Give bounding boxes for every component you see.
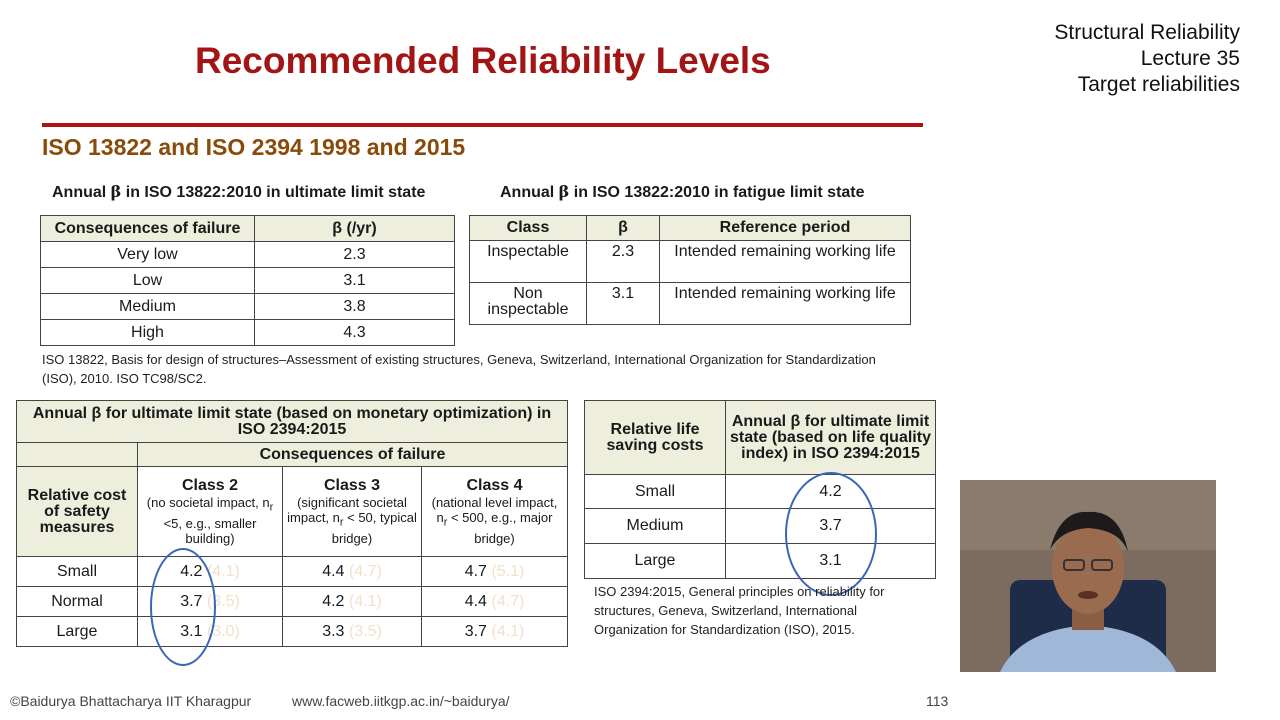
table-row: Small 4.2	[584, 474, 936, 509]
lecture-info: Structural Reliability Lecture 35 Target…	[1054, 20, 1240, 98]
table-row: Very low 2.3	[40, 241, 455, 268]
table3-header: Annual β for ultimate limit state (based…	[16, 400, 568, 443]
table-row: Large 3.1 (3.0) 3.3 (3.5) 3.7 (4.1)	[16, 616, 568, 647]
table1-cell: 3.8	[254, 293, 455, 320]
table2-cell: 3.1	[586, 282, 660, 325]
table1-header-beta: β (/yr)	[254, 215, 455, 242]
table1-caption-pre: Annual	[52, 184, 107, 201]
table4-header-beta: Annual β for ultimate limit state (based…	[725, 400, 936, 475]
reference-iso13822: ISO 13822, Basis for design of structure…	[42, 352, 876, 386]
table-row: Large 3.1	[584, 543, 936, 579]
title-divider	[42, 123, 923, 127]
table3-label: Large	[16, 616, 138, 647]
table2-header-class: Class	[469, 215, 587, 241]
table2-cell: Intended remaining working life	[659, 282, 911, 325]
table-row: High 4.3	[40, 319, 455, 346]
course-name: Structural Reliability	[1054, 21, 1240, 44]
table3-cell: 3.7 (3.5)	[137, 586, 283, 617]
table-life-quality-index: Relative life saving costs Annual β for …	[584, 400, 936, 579]
table1-cell: Very low	[40, 241, 255, 268]
lecture-number: Lecture 35	[1140, 47, 1240, 70]
table1-header-consequences: Consequences of failure	[40, 215, 255, 242]
table-ultimate-limit-state: Consequences of failure β (/yr) Very low…	[40, 215, 455, 346]
table-row: Small 4.2 (4.1) 4.4 (4.7) 4.7 (5.1)	[16, 556, 568, 587]
table1-cell: 2.3	[254, 241, 455, 268]
table3-blank	[16, 442, 138, 467]
footer-copyright: ©Baidurya Bhattacharya IIT Kharagpur	[10, 693, 252, 709]
section-subtitle: ISO 13822 and ISO 2394 1998 and 2015	[42, 134, 466, 160]
table3-label: Small	[16, 556, 138, 587]
table3-class-3: Class 3 (significant societal impact, nr…	[282, 466, 422, 557]
table-fatigue-limit-state: Class β Reference period Inspectable 2.3…	[469, 215, 911, 325]
table2-header-period: Reference period	[659, 215, 911, 241]
class-desc: (significant societal impact, nr < 50, t…	[287, 495, 417, 546]
table3-cell: 4.4 (4.7)	[421, 586, 568, 617]
table2-caption: Annual β in ISO 13822:2010 in fatigue li…	[500, 182, 865, 202]
class-name: Class 2	[181, 477, 239, 495]
table2-cell: Intended remaining working life	[659, 240, 911, 283]
table-monetary-optimization: Annual β for ultimate limit state (based…	[16, 400, 568, 647]
table4-cell: Large	[584, 543, 726, 579]
table1-cell: 4.3	[254, 319, 455, 346]
class-name: Class 4	[466, 477, 523, 495]
table3-cell: 4.4 (4.7)	[282, 556, 422, 587]
table2-caption-pre: Annual	[500, 184, 555, 201]
table4-cell: Small	[584, 474, 726, 509]
table-row: Inspectable 2.3 Intended remaining worki…	[469, 240, 911, 283]
beta-symbol: β	[110, 182, 122, 201]
table4-cell: Medium	[584, 508, 726, 544]
table2-cell: Non inspectable	[469, 282, 587, 325]
slide-title: Recommended Reliability Levels	[195, 40, 771, 81]
table3-cell: 3.3 (3.5)	[282, 616, 422, 647]
table1-cell: Low	[40, 267, 255, 294]
footer-url[interactable]: www.facweb.iitkgp.ac.in/~baidurya/	[292, 693, 510, 709]
table-row: Non inspectable 3.1 Intended remaining w…	[469, 282, 911, 325]
table1-cell: 3.1	[254, 267, 455, 294]
table1-caption: Annual β in ISO 13822:2010 in ultimate l…	[52, 182, 425, 202]
table2-cell: 2.3	[586, 240, 660, 283]
table3-consequences: Consequences of failure	[137, 442, 568, 467]
table3-class-2: Class 2 (no societal impact, nr <5, e.g.…	[137, 466, 283, 557]
table1-cell: Medium	[40, 293, 255, 320]
table3-cell: 3.7 (4.1)	[421, 616, 568, 647]
table2-header-beta: β	[586, 215, 660, 241]
table3-cell: 4.7 (5.1)	[421, 556, 568, 587]
class-desc: (no societal impact, nr <5, e.g., smalle…	[146, 495, 274, 546]
table-row: Normal 3.7 (3.5) 4.2 (4.1) 4.4 (4.7)	[16, 586, 568, 617]
table2-caption-post: in ISO 13822:2010 in fatigue limit state	[573, 184, 865, 201]
page-number: 113	[926, 693, 949, 709]
table-row: Medium 3.8	[40, 293, 455, 320]
table4-header-cost: Relative life saving costs	[584, 400, 726, 475]
table3-cell: 3.1 (3.0)	[137, 616, 283, 647]
beta-symbol: β	[558, 182, 570, 201]
table1-cell: High	[40, 319, 255, 346]
table4-cell: 4.2	[725, 474, 936, 509]
table3-class-4: Class 4 (national level impact, nr < 500…	[421, 466, 568, 557]
table1-caption-post: in ISO 13822:2010 in ultimate limit stat…	[125, 184, 426, 201]
table4-cell: 3.1	[725, 543, 936, 579]
lecture-topic: Target reliabilities	[1077, 73, 1240, 96]
table-row: Low 3.1	[40, 267, 455, 294]
table4-cell: 3.7	[725, 508, 936, 544]
reference-iso2394: ISO 2394:2015, General principles on rel…	[594, 584, 885, 637]
table3-cell: 4.2 (4.1)	[137, 556, 283, 587]
class-name: Class 3	[323, 477, 381, 495]
table-row: Medium 3.7	[584, 508, 936, 544]
table3-cell: 4.2 (4.1)	[282, 586, 422, 617]
speaker-image	[960, 480, 1216, 672]
table3-label: Normal	[16, 586, 138, 617]
speaker-video	[960, 480, 1216, 672]
table3-row-header: Relative cost of safety measures	[16, 466, 138, 557]
table2-cell: Inspectable	[469, 240, 587, 283]
class-desc: (national level impact, nr < 500, e.g., …	[431, 495, 558, 546]
